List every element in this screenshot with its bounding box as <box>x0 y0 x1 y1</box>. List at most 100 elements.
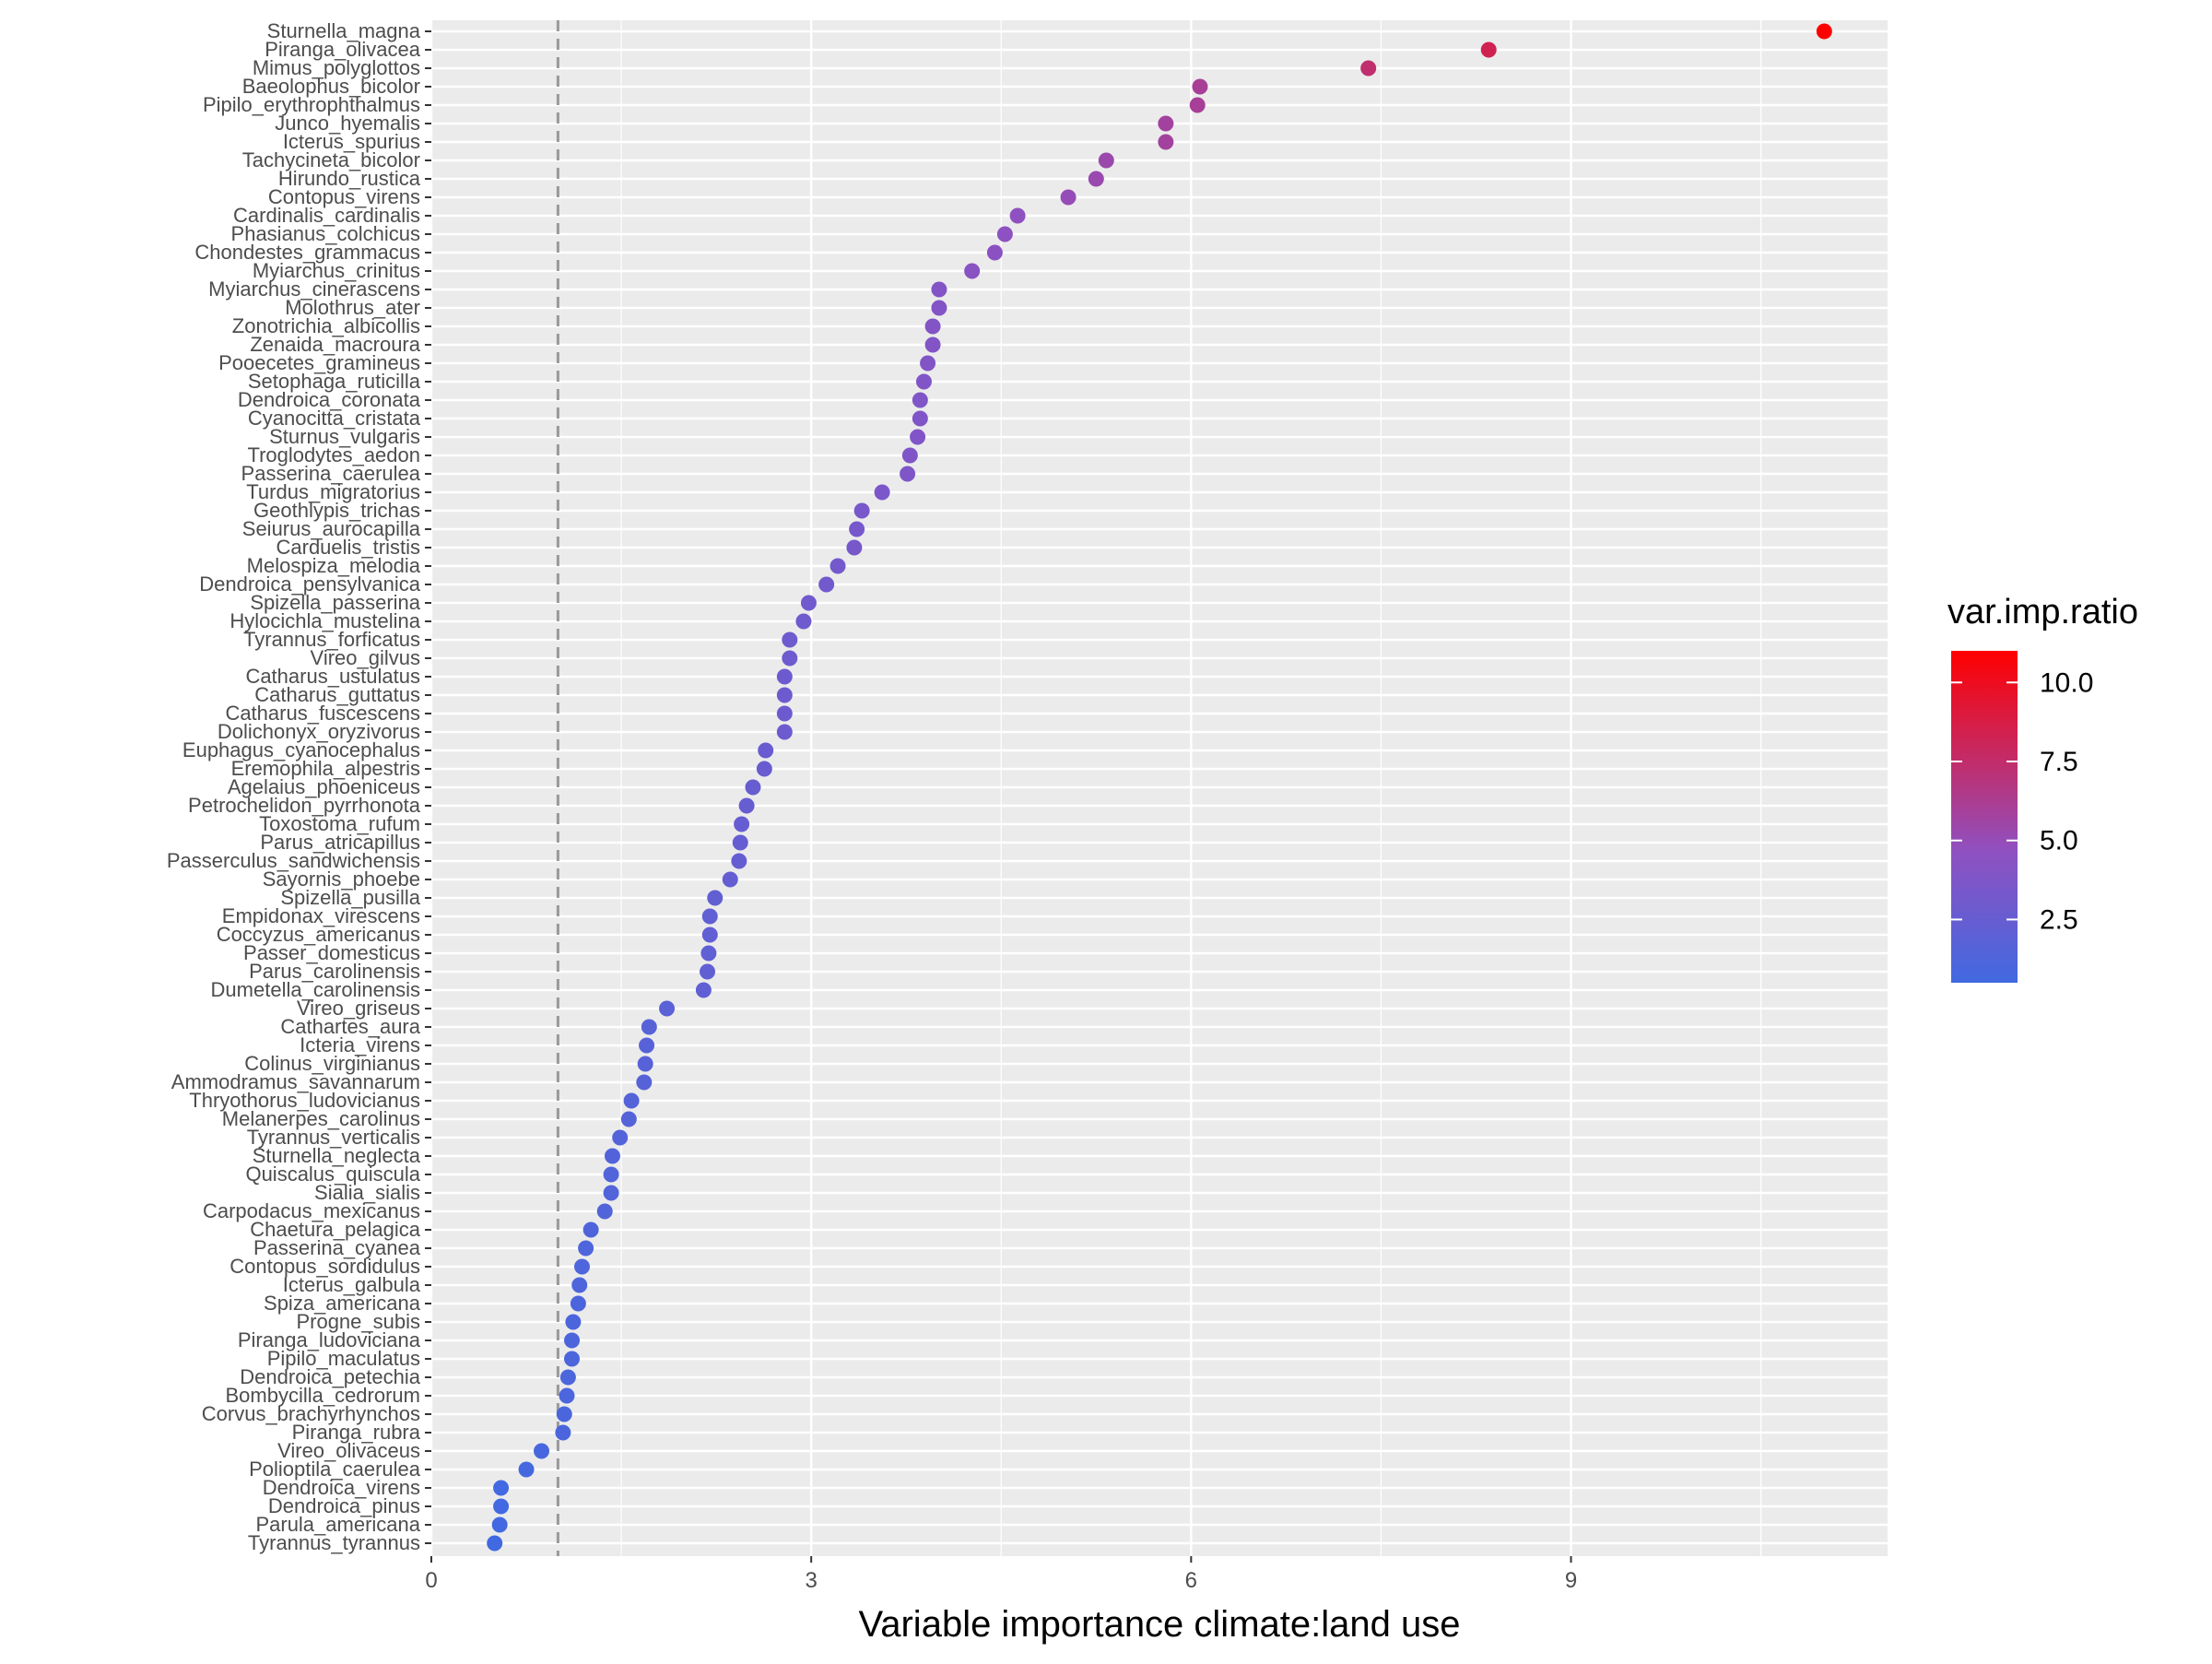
y-tick-label: Dendroica_virens <box>263 1476 420 1499</box>
y-tick-label: Pooecetes_gramineus <box>218 351 420 374</box>
legend-ticks: 2.5 5.0 7.5 10.0 <box>1951 667 2093 935</box>
data-point <box>707 890 724 906</box>
y-tick-label: Agelaius_phoeniceus <box>228 775 420 798</box>
data-point <box>596 1203 613 1220</box>
data-point <box>986 244 1003 261</box>
data-point <box>1480 41 1497 58</box>
y-tick-label: Hylocichla_mustelina <box>229 609 420 632</box>
legend-tick-label: 10.0 <box>2040 667 2093 698</box>
y-tick-label: Sturnus_vulgaris <box>269 425 420 448</box>
y-tick-label: Passerina_cyanea <box>253 1236 421 1259</box>
data-point <box>964 263 981 279</box>
y-tick-label: Passerculus_sandwichensis <box>167 849 420 872</box>
data-point <box>795 613 812 630</box>
legend-title: var.imp.ratio <box>1947 593 2138 631</box>
data-point <box>1098 152 1114 169</box>
data-point <box>612 1129 629 1146</box>
y-tick-label: Sturnella_neglecta <box>253 1144 421 1167</box>
data-point <box>701 926 718 943</box>
data-point <box>564 1351 581 1367</box>
data-points <box>487 23 1832 1552</box>
y-tick-label: Catharus_ustulatus <box>245 665 420 688</box>
color-legend: var.imp.ratio 2.5 5.0 7.5 10.0 <box>1947 593 2138 983</box>
data-point <box>564 1332 581 1349</box>
y-tick-label: Chondestes_grammacus <box>194 241 420 264</box>
data-point <box>915 373 932 390</box>
y-tick-label: Mimus_polyglottos <box>253 56 420 79</box>
data-point <box>1088 171 1104 187</box>
legend-tick-label: 5.0 <box>2040 826 2078 856</box>
data-point <box>776 724 793 740</box>
y-tick-label: Junco_hyemalis <box>275 112 420 135</box>
data-point <box>637 1056 653 1072</box>
data-point <box>700 963 716 980</box>
y-tick-label: Colinus_virginianus <box>244 1052 420 1075</box>
data-point <box>534 1443 550 1459</box>
data-point <box>924 318 941 335</box>
data-point <box>846 539 863 556</box>
y-tick-label: Tyrannus_forficatus <box>243 628 420 651</box>
data-point <box>996 226 1013 242</box>
y-tick-label: Catharus_fuscescens <box>225 702 420 725</box>
y-tick-label: Carduelis_tristis <box>276 536 421 559</box>
data-point <box>559 1369 576 1386</box>
data-point <box>924 336 941 353</box>
data-point <box>518 1461 535 1478</box>
data-point <box>776 687 793 703</box>
y-tick-label: Setophaga_ruticilla <box>248 370 421 393</box>
y-tick-label: Petrochelidon_pyrrhonota <box>188 794 421 817</box>
data-point <box>1192 78 1208 95</box>
y-tick-label: Vireo_olivaceus <box>277 1439 420 1462</box>
data-point <box>731 853 747 869</box>
y-tick-label: Parula_americana <box>255 1513 420 1536</box>
y-tick-label: Dendroica_pinus <box>268 1494 420 1517</box>
y-tick-label: Tachycineta_bicolor <box>242 148 420 171</box>
data-point <box>491 1516 508 1533</box>
y-tick-label: Piranga_rubra <box>292 1421 421 1444</box>
data-point <box>573 1258 590 1275</box>
data-point <box>874 484 890 501</box>
data-point <box>641 1019 657 1035</box>
y-tick-label: Melospiza_melodia <box>247 554 421 577</box>
y-tick-label: Ammodramus_savannarum <box>171 1070 420 1093</box>
y-tick-label: Pipilo_maculatus <box>267 1347 420 1370</box>
y-tick-label: Vireo_gilvus <box>311 646 420 669</box>
y-tick-label: Turdus_migratorius <box>246 480 420 503</box>
y-tick-label: Piranga_olivacea <box>265 38 421 61</box>
data-point <box>493 1480 510 1496</box>
y-tick-label: Zenaida_macroura <box>250 333 420 356</box>
y-tick-label: Empidonax_virescens <box>222 904 420 927</box>
data-point <box>912 392 928 408</box>
y-tick-label: Dendroica_pensylvanica <box>199 572 420 596</box>
data-point <box>910 429 926 445</box>
x-tick-label: 6 <box>1185 1568 1197 1593</box>
data-point <box>900 466 916 482</box>
data-point <box>818 576 835 593</box>
y-tick-label: Euphagus_cyanocephalus <box>182 738 420 761</box>
y-tick-label: Piranga_ludoviciana <box>238 1328 421 1351</box>
y-tick-label: Bombycilla_cedrorum <box>225 1384 420 1407</box>
data-point <box>487 1535 503 1552</box>
data-point <box>701 908 718 925</box>
data-point <box>1816 23 1832 40</box>
y-tick-label: Cardinalis_cardinalis <box>233 204 420 227</box>
y-tick-label: Cathartes_aura <box>280 1015 420 1038</box>
y-tick-label: Icterus_spurius <box>283 130 420 153</box>
y-tick-label: Passer_domesticus <box>243 941 420 964</box>
y-tick-label: Icterus_galbula <box>283 1273 421 1296</box>
y-tick-label: Spizella_passerina <box>250 591 420 614</box>
data-point <box>920 355 936 372</box>
y-tick-label: Hirundo_rustica <box>278 167 421 190</box>
data-point <box>800 595 817 611</box>
data-point <box>912 410 928 427</box>
y-tick-label: Troglodytes_aedon <box>247 443 420 466</box>
y-tick-label: Seiurus_aurocapilla <box>242 517 421 540</box>
data-point <box>636 1074 653 1091</box>
y-tick-label: Parus_carolinensis <box>249 960 420 983</box>
y-tick-label: Sialia_sialis <box>314 1181 420 1204</box>
y-axis: Sturnella_magnaPiranga_olivaceaMimus_pol… <box>167 19 431 1554</box>
x-axis-title: Variable importance climate:land use <box>859 1604 1461 1645</box>
data-point <box>931 300 947 316</box>
y-tick-label: Carpodacus_mexicanus <box>203 1199 420 1222</box>
